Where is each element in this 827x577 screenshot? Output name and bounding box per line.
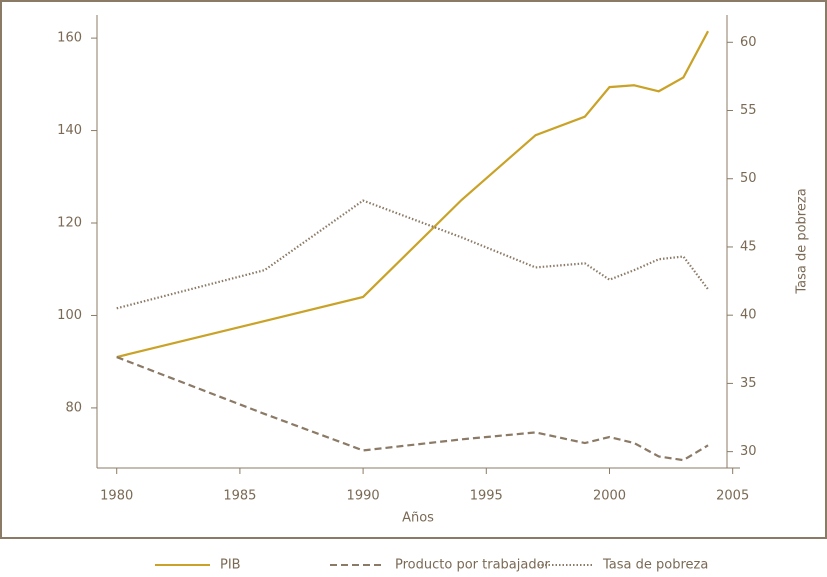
series-line	[116, 199, 709, 310]
y-tick-label: 100	[57, 308, 82, 323]
frame	[0, 0, 827, 539]
x-tick-label: 1980	[100, 489, 133, 504]
legend-label: Tasa de pobreza	[602, 558, 708, 573]
y-tick-label: 120	[57, 216, 82, 231]
x-tick-label: 1995	[470, 489, 503, 504]
y2-tick-label: 50	[740, 171, 757, 186]
y-tick-label: 140	[57, 123, 82, 138]
y2-tick-label: 45	[740, 239, 757, 254]
y2-axis-label: Tasa de pobreza	[795, 188, 810, 294]
x-tick-label: 1990	[347, 489, 380, 504]
x-tick-label: 2000	[593, 489, 626, 504]
legend-label: PIB	[220, 558, 241, 573]
y-tick-label: 160	[57, 31, 82, 46]
series-line	[116, 30, 710, 359]
series-line	[116, 356, 709, 462]
x-tick-label: 2005	[716, 489, 749, 504]
x-axis-label: Años	[402, 511, 434, 526]
y2-tick-label: 60	[740, 35, 757, 50]
legend-label: Producto por trabajador	[395, 558, 551, 573]
y2-tick-label: 40	[740, 308, 757, 323]
y2-tick-label: 35	[740, 376, 757, 391]
y-tick-label: 80	[65, 400, 82, 415]
y2-tick-label: 55	[740, 103, 757, 118]
y2-tick-label: 30	[740, 444, 757, 459]
x-tick-label: 1985	[223, 489, 256, 504]
